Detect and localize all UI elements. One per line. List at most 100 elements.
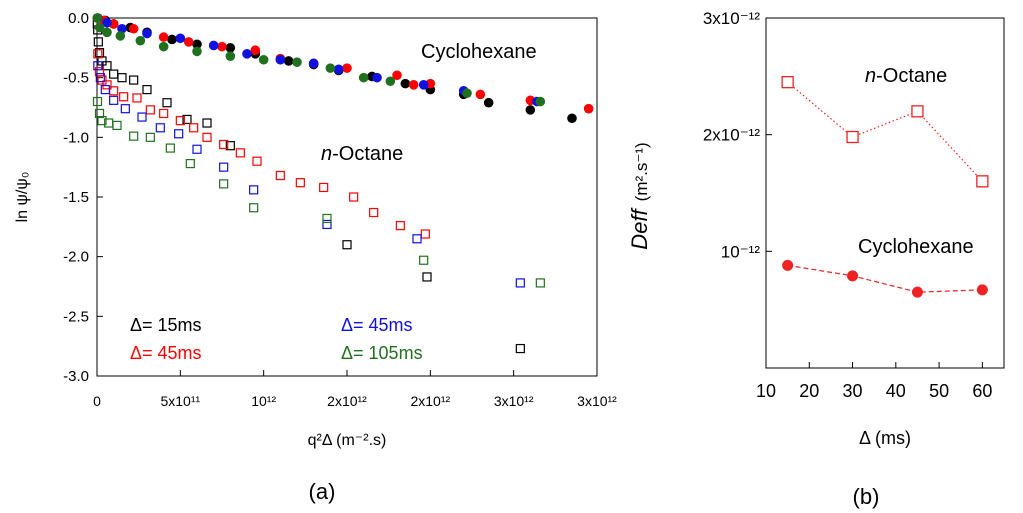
- series-point-square: [846, 130, 859, 144]
- data-point-circle: [167, 34, 177, 45]
- data-point-circle: [175, 33, 186, 44]
- data-point-square: [235, 148, 245, 158]
- panel-a-x-tick-label: 5x10¹¹: [160, 393, 200, 409]
- data-point-square: [97, 75, 107, 85]
- data-point-square: [93, 61, 103, 71]
- panel-b-plot-frame: [765, 17, 1005, 369]
- data-point-circle: [583, 103, 594, 114]
- data-point-square: [165, 143, 175, 153]
- data-point-square: [275, 170, 285, 181]
- data-point-square: [322, 213, 332, 224]
- data-point-circle: [475, 89, 486, 100]
- data-point-square: [145, 132, 155, 142]
- panel-a-x-tick-label: 0: [93, 393, 101, 409]
- data-point-square: [100, 84, 110, 95]
- panel-a-x-tick-label: 3x10¹²: [577, 393, 617, 409]
- panel-a-annotation-octane: n-Octane: [321, 143, 403, 165]
- data-point-circle: [483, 97, 494, 108]
- data-point-square: [129, 75, 139, 85]
- legend-label-green: Δ= 105ms: [341, 343, 423, 363]
- data-point-square: [219, 179, 229, 189]
- data-point-circle: [400, 78, 411, 89]
- panel-a-y-tick-label: -1.5: [63, 189, 89, 206]
- data-point-circle: [325, 63, 336, 73]
- data-point-circle: [225, 43, 236, 53]
- data-point-square: [422, 272, 432, 282]
- data-point-circle: [192, 39, 202, 50]
- data-point-square: [109, 69, 119, 79]
- panel-a-y-tick-label: 0.0: [68, 10, 89, 27]
- data-point-circle: [292, 57, 302, 67]
- series-point-circle: [847, 270, 859, 282]
- data-point-square: [515, 343, 525, 354]
- data-point-square: [295, 178, 305, 188]
- data-point-circle: [192, 46, 202, 57]
- data-point-square: [117, 73, 127, 83]
- panel-a-annotation-cyclohexane: Cyclohexane: [421, 41, 537, 63]
- data-point-circle: [117, 23, 127, 34]
- panel-a-x-tick-label: 2x10¹²: [410, 393, 450, 409]
- data-point-circle: [358, 72, 369, 83]
- panel-b-x-tick-label: 30: [843, 381, 863, 401]
- panel-a-label: (a): [309, 479, 336, 504]
- panel-a-x-tick-label: 2x10¹²: [327, 393, 367, 409]
- data-point-square: [109, 95, 119, 105]
- data-point-square: [119, 92, 129, 102]
- data-point-circle: [385, 76, 396, 87]
- data-point-square: [535, 278, 545, 288]
- data-point-square: [142, 84, 152, 95]
- data-point-square: [182, 114, 192, 125]
- series-point-square: [781, 76, 794, 89]
- data-point-square: [369, 207, 379, 218]
- series-point-square: [911, 105, 924, 118]
- data-point-square: [145, 105, 155, 115]
- data-point-square: [92, 96, 103, 107]
- data-point-square: [349, 192, 359, 202]
- data-point-square: [162, 98, 172, 108]
- panel-b-series-label-cyclohexane: Cyclohexane: [858, 236, 974, 258]
- panel-b-y-tick-label: 2x10⁻¹²: [703, 126, 760, 145]
- series-point-circle: [976, 284, 988, 296]
- series-point-circle: [911, 286, 923, 298]
- panel-b-x-tick-label: 40: [886, 381, 906, 401]
- data-point-circle: [225, 51, 236, 61]
- data-point-square: [202, 132, 212, 142]
- data-point-circle: [142, 28, 152, 39]
- data-point-square: [515, 278, 525, 288]
- panel-a-y-tick-label: -2.0: [63, 249, 89, 266]
- panel-a-y-tick-label: -2.5: [63, 308, 89, 325]
- panel-b-x-tick-label: 10: [756, 381, 776, 401]
- data-point-circle: [92, 13, 103, 23]
- data-point-circle: [333, 64, 344, 75]
- data-point-square: [102, 61, 112, 71]
- data-point-square: [202, 118, 212, 128]
- panel-b-y-tick-label: 10⁻¹²: [721, 242, 761, 261]
- data-point-square: [94, 108, 105, 119]
- panel-a-y-axis-label: ln ψ/ψ₀: [14, 172, 31, 223]
- data-point-circle: [283, 56, 294, 66]
- data-point-square: [175, 116, 185, 126]
- data-point-square: [419, 255, 429, 265]
- series-point-circle: [782, 259, 794, 271]
- data-point-square: [219, 139, 229, 150]
- data-point-circle: [102, 17, 112, 28]
- data-point-square: [412, 234, 422, 244]
- panel-b-x-tick-label: 50: [929, 381, 949, 401]
- data-point-square: [102, 80, 112, 90]
- data-point-square: [192, 144, 202, 154]
- data-point-square: [252, 156, 262, 166]
- panel-a-x-tick-label: 3x10¹²: [494, 393, 534, 409]
- data-point-square: [185, 158, 195, 169]
- data-point-square: [189, 123, 199, 133]
- data-point-square: [249, 185, 259, 195]
- data-point-square: [97, 116, 107, 126]
- data-point-circle: [115, 31, 126, 41]
- series-point-square: [976, 175, 989, 188]
- panel-a-y-tick-label: -1.0: [63, 129, 89, 146]
- data-point-square: [225, 141, 235, 151]
- data-point-circle: [102, 27, 112, 38]
- data-point-square: [137, 112, 147, 122]
- panel-b-x-axis-label: Δ (ms): [859, 428, 911, 448]
- data-point-circle: [342, 63, 352, 73]
- data-point-square: [95, 73, 105, 83]
